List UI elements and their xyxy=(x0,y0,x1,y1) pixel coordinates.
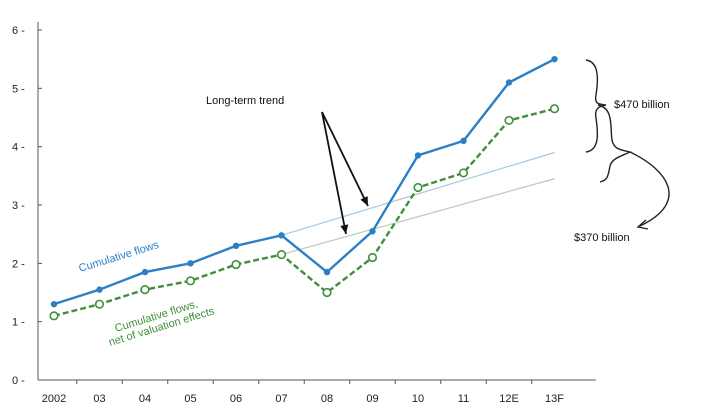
series-1-point-05 xyxy=(187,260,194,267)
x-tick-label-03: 03 xyxy=(93,393,105,405)
series-1-point-03 xyxy=(96,286,103,293)
series-2-point-04 xyxy=(140,284,150,295)
series-2-point-07 xyxy=(276,249,287,260)
x-tick-label-11: 11 xyxy=(458,393,469,405)
x-tick-label-09: 09 xyxy=(366,393,378,405)
series-1-point-10 xyxy=(414,152,422,159)
series-2-point-11 xyxy=(458,168,469,178)
series-1-point-11 xyxy=(460,137,467,145)
y-tick-label-3: 3 - xyxy=(12,200,25,212)
series-2-point-09 xyxy=(367,252,378,263)
series-2-point-10 xyxy=(413,182,423,193)
x-tick-label-07: 07 xyxy=(275,393,287,405)
series-1-point-08 xyxy=(323,268,331,276)
y-tick-label-5: 5 - xyxy=(12,83,25,95)
x-tick-label-04: 04 xyxy=(139,393,151,405)
x-tick-label-05: 05 xyxy=(184,393,196,405)
trend-arrow-upper xyxy=(321,111,369,207)
series-1-point-09 xyxy=(369,228,376,235)
series-1-point-06 xyxy=(232,242,240,250)
series-1-point-12E xyxy=(505,79,513,86)
annotations: Long-term trend $470 billion $370 billio… xyxy=(206,59,670,244)
y-tick-label-1: 1 - xyxy=(12,317,25,329)
series-2-point-2002 xyxy=(49,311,59,321)
brace-top xyxy=(585,59,607,153)
y-ticks: 0 - 1 - 2 - 3 - 4 - 5 - 6 - xyxy=(12,25,42,387)
series-labels: Cumulative flows Cumulative flows, net o… xyxy=(77,239,216,349)
trend-line-1 xyxy=(281,151,555,236)
series-2-point-06 xyxy=(231,259,241,270)
gap-label-top: $470 billion xyxy=(614,99,670,111)
series-lines xyxy=(49,55,560,321)
trend-arrow-lower xyxy=(321,111,347,235)
brace-bottom-arrow-curve xyxy=(629,151,670,227)
trend-annotation-label: Long-term trend xyxy=(206,95,284,107)
series-1-point-13F xyxy=(551,55,558,63)
y-tick-label-2: 2 - xyxy=(12,258,25,270)
trend-arrows xyxy=(321,111,369,235)
series-1-point-04 xyxy=(141,268,149,276)
series-label-cumulative-flows: Cumulative flows xyxy=(77,239,160,275)
x-tick-label-08: 08 xyxy=(321,393,333,405)
series-2-point-05 xyxy=(185,276,196,286)
x-tick-label-06: 06 xyxy=(230,393,242,405)
trend-arrow-lower-head xyxy=(340,224,349,234)
brace-bottom-arrowhead xyxy=(636,219,649,230)
series-2-point-13F xyxy=(549,104,560,114)
gap-label-bottom: $370 billion xyxy=(574,232,630,244)
y-tick-label-0: 0 - xyxy=(12,375,25,387)
series-1-point-2002 xyxy=(50,300,58,308)
x-tick-label-12E: 12E xyxy=(499,393,519,405)
series-line-1 xyxy=(53,58,556,306)
series-2-point-08 xyxy=(322,287,332,298)
trend-line-2 xyxy=(281,178,555,256)
brace-bottom xyxy=(597,104,633,183)
series-line-2 xyxy=(53,107,555,317)
x-tick-label-10: 10 xyxy=(412,393,424,405)
x-tick-label-2002: 2002 xyxy=(42,393,66,405)
series-2-point-03 xyxy=(94,299,105,309)
y-tick-label-6: 6 - xyxy=(12,25,25,37)
x-ticks: 2002 03 04 05 06 07 08 09 10 11 12E 13F xyxy=(42,380,564,405)
trend-lines xyxy=(281,151,555,256)
series-1-point-07 xyxy=(278,232,285,239)
x-tick-label-13F: 13F xyxy=(545,393,564,405)
trend-arrow-upper-head xyxy=(360,196,368,206)
series-2-point-12E xyxy=(504,115,514,126)
y-tick-label-4: 4 - xyxy=(12,142,25,154)
